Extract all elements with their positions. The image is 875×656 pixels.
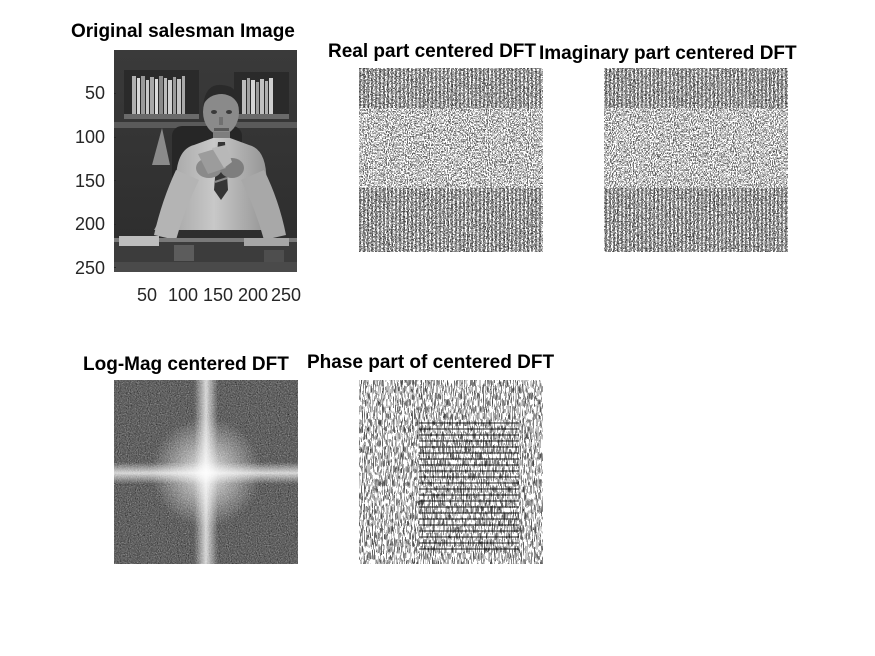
salesman-image [114,50,297,272]
xtick-label: 200 [238,285,269,305]
ytick-label: 50 [84,83,105,103]
axes-log-magnitude[interactable] [114,380,298,564]
ytick-label: 150 [74,171,105,191]
log-magnitude-image [114,380,298,564]
axes-phase[interactable] [359,380,543,564]
ytick-mark [114,267,116,268]
ytick-mark [114,137,116,138]
ytick-mark [114,180,116,181]
xtick-label: 50 [137,285,158,305]
ytick-mark [114,224,116,225]
ytick-label: 100 [74,127,105,147]
panel-title-original: Original salesman Image [71,21,295,42]
axes-real-part[interactable] [359,68,543,252]
ytick-label: 250 [74,258,105,278]
xtick-label: 250 [271,285,302,305]
panel-title-logmag: Log-Mag centered DFT [83,354,289,375]
ytick-mark [114,93,116,94]
axes-original-image[interactable] [114,50,297,272]
ytick-label: 200 [74,214,105,234]
panel-title-phase: Phase part of centered DFT [307,352,555,373]
phase-image [359,380,543,564]
panel-title-real: Real part centered DFT [328,41,536,62]
real-part-image [359,68,543,252]
xtick-label: 100 [168,285,199,305]
xtick-label: 150 [203,285,234,305]
axes-imaginary-part[interactable] [604,68,788,252]
panel-title-imag: Imaginary part centered DFT [539,43,797,64]
imaginary-part-image [604,68,788,252]
